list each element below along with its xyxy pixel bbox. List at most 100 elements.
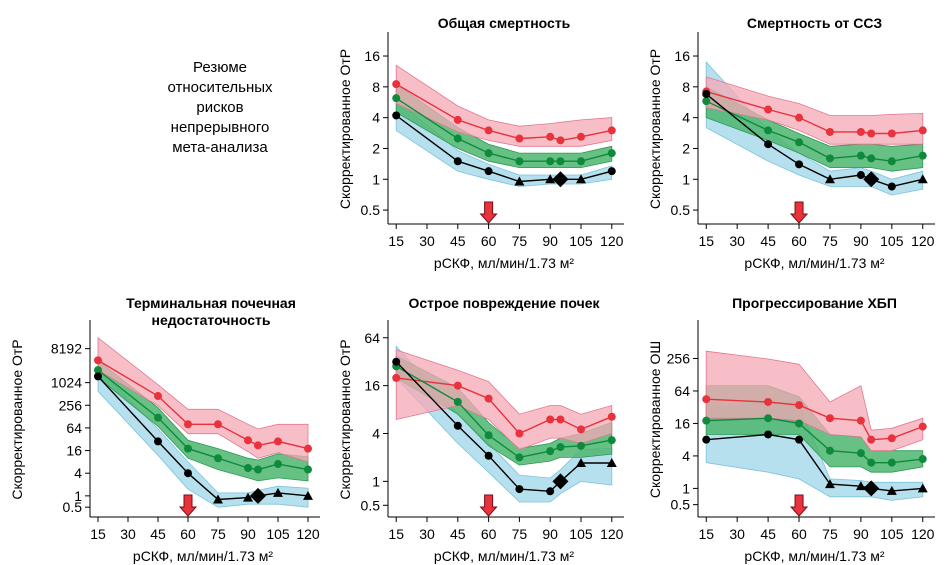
- summary-text: Резюме относительных рисков непрерывного…: [120, 58, 320, 158]
- green-point: [556, 443, 565, 452]
- green-point: [607, 149, 616, 158]
- summary-line: Резюме: [193, 59, 247, 76]
- red-point: [184, 420, 192, 429]
- y-tick-label: 16: [66, 443, 82, 459]
- y-axis-label: Скорректированное ОтР: [337, 339, 353, 499]
- y-tick-label: 2: [372, 140, 380, 156]
- y-axis-label: Скорректированное ОтР: [337, 49, 353, 209]
- black-point-triangle: [917, 174, 928, 184]
- green-point: [453, 397, 462, 406]
- chart-title: Острое повреждение почек: [409, 295, 601, 311]
- black-point: [856, 171, 865, 180]
- black-point: [484, 167, 493, 176]
- green-point: [825, 154, 834, 163]
- red-point: [825, 127, 834, 136]
- summary-line: относительных: [167, 79, 273, 96]
- x-tick-label: 90: [542, 233, 558, 249]
- x-tick-label: 30: [729, 233, 745, 249]
- green-point: [214, 454, 222, 463]
- red-point: [576, 132, 585, 141]
- red-point: [887, 129, 896, 138]
- black-point: [764, 140, 773, 149]
- y-tick-label: 0.5: [361, 202, 381, 218]
- red-point: [764, 105, 773, 114]
- red-point: [453, 381, 462, 390]
- black-point-diamond: [863, 171, 880, 188]
- black-point-diamond: [552, 171, 569, 188]
- green-point: [515, 453, 524, 462]
- black-point: [453, 421, 462, 430]
- green-point: [94, 366, 102, 375]
- reference-arrow-icon: [178, 494, 198, 517]
- green-point: [576, 157, 585, 166]
- y-tick-label: 256: [667, 350, 691, 366]
- green-point: [244, 464, 252, 473]
- chart-title: Прогрессирование ХБП: [732, 295, 897, 311]
- red-point: [867, 129, 876, 138]
- chart-title: недостаточность: [152, 312, 271, 328]
- black-confidence-band: [395, 345, 613, 503]
- green-point: [484, 431, 493, 440]
- black-point-diamond: [863, 480, 880, 497]
- black-confidence-band: [395, 98, 613, 187]
- green-point: [764, 126, 773, 135]
- y-tick-label: 8192: [51, 341, 82, 357]
- x-tick-label: 45: [150, 526, 166, 542]
- reference-arrow-icon: [789, 494, 809, 517]
- chart-all-cause-mortality: Общая смертность 0.5 1 2 4 8 16 15 30 45 60 75 90 105…: [337, 15, 624, 271]
- x-axis-label: рСКФ, мл/мин/1.73 м²: [434, 255, 575, 271]
- black-point: [795, 435, 804, 444]
- x-tick-label: 105: [569, 233, 593, 249]
- red-point: [556, 136, 565, 145]
- green-point: [392, 94, 401, 103]
- chart-title: Смертность от ССЗ: [747, 15, 882, 31]
- red-point: [392, 80, 401, 89]
- black-point-triangle: [545, 174, 556, 184]
- y-tick-label: 64: [674, 383, 690, 399]
- x-tick-label: 15: [90, 526, 106, 542]
- y-tick-label: 1: [372, 171, 380, 187]
- red-point: [515, 429, 524, 438]
- y-tick-label: 16: [364, 378, 380, 394]
- x-tick-label: 45: [450, 233, 466, 249]
- green-point: [795, 138, 804, 147]
- black-point-diamond: [250, 487, 266, 504]
- green-point: [856, 151, 865, 160]
- red-point: [795, 401, 804, 410]
- y-tick-label: 256: [59, 397, 83, 413]
- red-point: [274, 437, 282, 446]
- x-tick-label: 30: [419, 233, 435, 249]
- x-tick-label: 120: [600, 526, 624, 542]
- green-point: [546, 157, 555, 166]
- black-point-triangle: [824, 174, 835, 184]
- red-point: [918, 126, 927, 135]
- red-point: [856, 416, 865, 425]
- black-point-triangle: [273, 487, 283, 497]
- green-point: [184, 444, 192, 453]
- x-tick-label: 105: [880, 233, 904, 249]
- black-series-line: [706, 433, 923, 492]
- black-point-triangle: [606, 458, 617, 468]
- green-point: [304, 465, 312, 474]
- red-confidence-band: [395, 64, 613, 147]
- x-tick-label: 45: [760, 526, 776, 542]
- black-point: [94, 372, 102, 381]
- reference-arrow-icon: [479, 201, 498, 224]
- green-point: [274, 460, 282, 469]
- x-tick-label: 30: [419, 526, 435, 542]
- y-tick-label: 1: [74, 488, 82, 504]
- green-point: [918, 151, 927, 160]
- green-point: [515, 157, 524, 166]
- green-point: [867, 458, 876, 467]
- x-tick-label: 60: [180, 526, 196, 542]
- chart-title: Терминальная почечная: [126, 295, 296, 311]
- chart-cvd-mortality: Смертность от ССЗ 0.5 1 2 4 8 16 15 30 45 60 75 90 10…: [647, 15, 935, 271]
- red-point: [254, 441, 262, 450]
- red-point: [244, 436, 252, 445]
- red-point: [214, 420, 222, 429]
- black-point-triangle: [855, 481, 866, 491]
- x-axis-label: рСКФ, мл/мин/1.73 м²: [744, 548, 885, 564]
- green-point: [546, 447, 555, 456]
- green-point: [887, 157, 896, 166]
- x-tick-label: 120: [911, 233, 935, 249]
